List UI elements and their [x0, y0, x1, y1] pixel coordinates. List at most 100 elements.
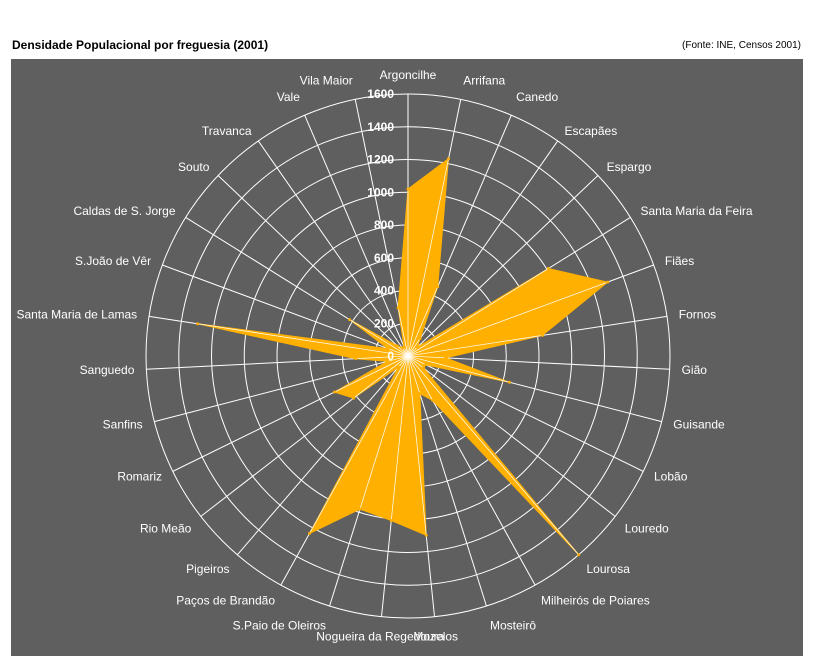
spoke-line: [154, 355, 409, 423]
data-spoke: [355, 355, 409, 360]
category-label: Souto: [178, 160, 210, 174]
r-tick-label: 200: [374, 316, 394, 330]
spoke-line: [407, 140, 559, 357]
data-point-23: [354, 357, 358, 361]
data-spoke: [407, 346, 418, 357]
category-label: Mozelos: [413, 630, 458, 644]
category-label: Arrifana: [463, 74, 505, 88]
data-spoke: [309, 355, 409, 534]
data-spoke: [387, 355, 409, 362]
data-point-17: [358, 507, 362, 511]
data-point-18: [307, 532, 311, 536]
data-point-21: [332, 390, 336, 394]
category-label: Sanfins: [103, 418, 143, 432]
data-point-22: [385, 359, 389, 363]
category-label: Escapães: [565, 124, 618, 138]
data-spoke: [197, 323, 409, 357]
data-spoke: [407, 355, 426, 366]
data-spoke: [390, 355, 409, 521]
data-point-26: [348, 318, 352, 322]
spoke-line: [407, 355, 487, 607]
data-point-29: [402, 345, 406, 349]
data-spoke: [407, 355, 510, 383]
category-label: Mosteirô: [490, 618, 536, 632]
spoke-line: [407, 175, 599, 357]
spoke-line: [407, 355, 644, 472]
category-label: Romariz: [117, 470, 162, 484]
data-spoke: [407, 281, 608, 357]
r-tick-label: 800: [374, 218, 394, 232]
data-spoke: [407, 355, 446, 359]
category-label: S.João de Vêr: [75, 254, 151, 268]
data-spoke: [407, 338, 421, 357]
category-label: Caldas de S. Jorge: [73, 204, 175, 218]
category-label: Vila Maior: [300, 74, 353, 88]
category-label: Fornos: [679, 308, 716, 322]
data-point-4: [415, 345, 419, 349]
r-tick-label: 1400: [367, 120, 394, 134]
source-note: (Fonte: INE, Censos 2001): [682, 40, 801, 51]
data-spoke: [349, 319, 409, 357]
data-point-19: [396, 365, 400, 369]
data-point-7: [540, 333, 544, 337]
data-spoke: [353, 355, 409, 399]
category-label: Paços de Brandão: [176, 594, 275, 608]
r-tick-label: 1200: [367, 153, 394, 167]
category-label: Nogueira da Regedoura: [316, 630, 444, 644]
data-point-8: [444, 356, 448, 360]
category-label: Gião: [682, 363, 708, 377]
data-point-3: [418, 337, 422, 341]
data-point-20: [352, 396, 356, 400]
data-spoke: [407, 335, 543, 357]
data-point-12: [577, 553, 581, 557]
data-point-5: [546, 267, 550, 271]
data-spoke: [407, 286, 439, 357]
data-point-10: [424, 363, 428, 367]
category-label: Guisande: [673, 418, 725, 432]
category-label: Rio Meão: [140, 522, 192, 536]
data-spoke: [407, 355, 421, 394]
category-label: Vale: [277, 90, 300, 104]
data-spoke: [387, 348, 409, 357]
data-point-13: [431, 398, 435, 402]
data-point-30: [396, 306, 400, 310]
data-point-0: [406, 187, 410, 191]
category-label: Lourosa: [587, 562, 631, 576]
chart-plot-area: 0 200 400 600 800 1000 1200 1400 1600 Argoncilhe A…: [11, 59, 803, 656]
data-spoke: [334, 355, 409, 393]
r-tick-label: 600: [374, 251, 394, 265]
category-label: Travanca: [202, 124, 252, 138]
data-spoke: [407, 158, 449, 357]
spoke-line: [407, 355, 670, 370]
chart-title: Densidade Populacional por freguesia (20…: [12, 38, 269, 52]
data-spoke: [397, 307, 409, 357]
data-spoke: [397, 345, 409, 357]
category-label: Argoncilhe: [380, 68, 437, 82]
spoke-line: [236, 355, 409, 556]
category-label: Louredo: [625, 522, 669, 536]
r-tick-label: 400: [374, 284, 394, 298]
data-spoke: [407, 355, 579, 556]
data-point-9: [507, 380, 511, 384]
data-point-14: [418, 391, 422, 395]
spoke-line: [304, 115, 409, 357]
data-point-2: [436, 285, 440, 289]
radar-chart-svg: 0 200 400 600 800 1000 1200 1400 1600 Argoncilhe A…: [16, 68, 752, 644]
r-tick-label: 0: [387, 349, 394, 363]
r-tick-label: 1600: [367, 87, 394, 101]
data-point-24: [196, 322, 200, 326]
spoke-line: [257, 140, 409, 357]
data-spoke: [407, 355, 433, 401]
data-point-11: [422, 366, 426, 370]
r-tick-label: 1000: [367, 185, 394, 199]
category-label: Santa Maria de Lamas: [16, 308, 137, 322]
category-label: Canedo: [516, 90, 558, 104]
category-label: Sanguedo: [80, 363, 135, 377]
category-label: Espargo: [607, 160, 652, 174]
data-point-15: [424, 533, 428, 537]
data-point-6: [606, 280, 610, 284]
data-spoke: [398, 355, 409, 368]
data-area: [197, 157, 609, 556]
data-spoke: [359, 355, 409, 510]
data-point-27: [395, 344, 399, 348]
